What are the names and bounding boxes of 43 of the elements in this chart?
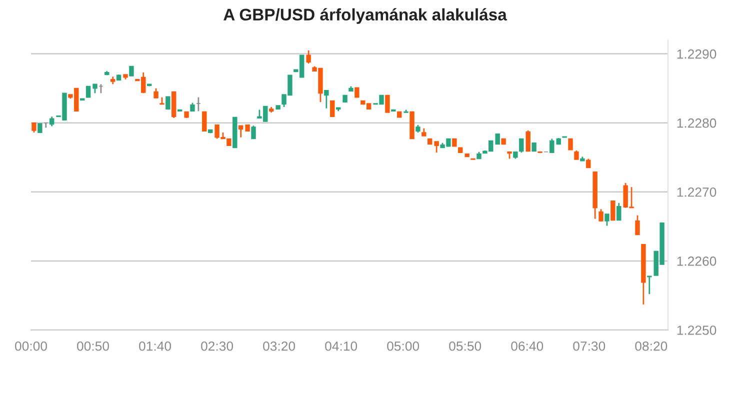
candlestick xyxy=(251,124,256,140)
x-tick-label: 06:40 xyxy=(511,341,544,351)
candlestick xyxy=(519,138,524,154)
candlestick xyxy=(129,66,134,76)
candlestick xyxy=(330,100,335,118)
chart-title: A GBP/USD árfolyamának alakulása xyxy=(224,8,507,24)
x-tick-label: 00:00 xyxy=(15,341,47,351)
candlestick xyxy=(568,138,573,150)
candlestick xyxy=(385,94,390,113)
candlestick xyxy=(32,122,36,134)
x-tick-label: 01:40 xyxy=(139,341,172,351)
x-tick-label: 03:20 xyxy=(263,341,296,351)
candlestick xyxy=(86,86,91,98)
x-tick-label: 04:10 xyxy=(325,341,358,351)
x-tick-label: 00:50 xyxy=(77,341,110,351)
candlestick xyxy=(306,50,311,64)
candlestick xyxy=(434,140,439,154)
candlestick xyxy=(598,208,604,222)
candlestick xyxy=(495,133,500,145)
candlestick xyxy=(202,111,207,132)
candlestick xyxy=(324,90,329,110)
x-tick-label: 02:30 xyxy=(201,341,234,351)
x-tick-label: 05:50 xyxy=(449,341,482,351)
candlestick xyxy=(635,214,640,236)
y-tick-label: 1.2280 xyxy=(677,118,716,128)
y-tick-label: 1.2260 xyxy=(677,256,716,266)
x-tick-label: 05:00 xyxy=(387,341,420,351)
candlestick xyxy=(616,202,622,221)
x-tick-label: 07:30 xyxy=(573,341,606,351)
candlestick xyxy=(610,200,616,221)
candlestick xyxy=(604,213,610,226)
x-tick-label: 08:20 xyxy=(635,341,668,351)
candlestick xyxy=(166,96,170,110)
candlestick xyxy=(238,124,244,138)
y-tick-label: 1.2250 xyxy=(677,326,716,335)
candlestick xyxy=(550,138,554,154)
candlestick xyxy=(49,116,54,128)
y-tick-label: 1.2290 xyxy=(677,49,716,59)
y-tick-label: 1.2270 xyxy=(677,187,716,197)
candlestick xyxy=(526,130,530,152)
candlestick xyxy=(647,275,652,295)
candlestick xyxy=(354,87,360,98)
candlestick xyxy=(154,88,158,99)
